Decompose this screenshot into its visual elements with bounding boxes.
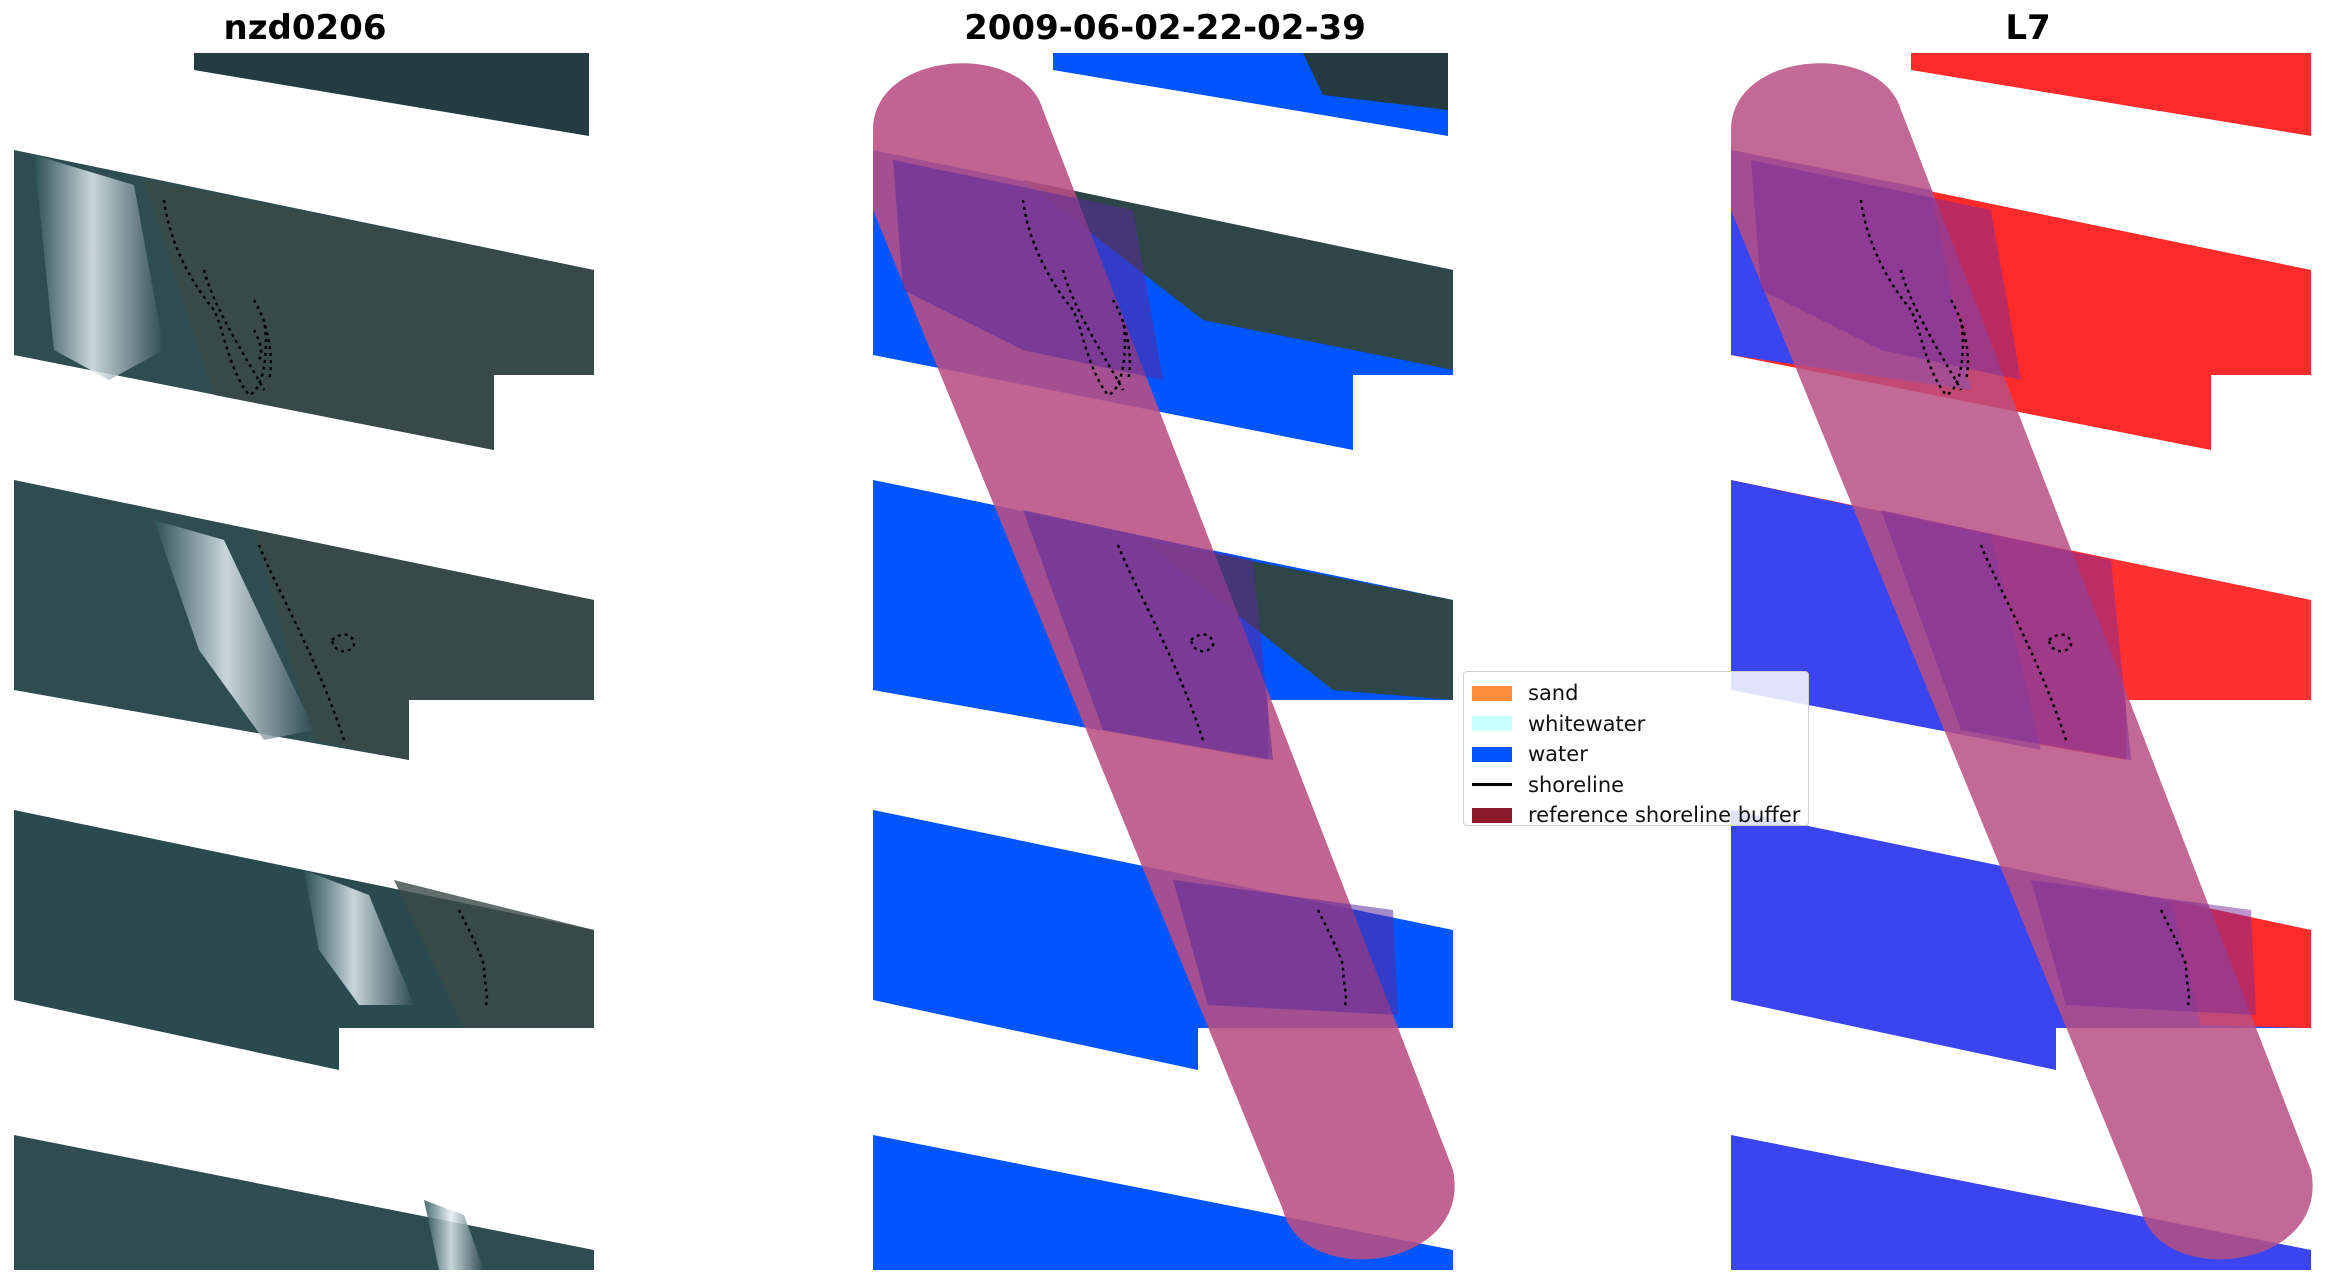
shoreline <box>2159 909 2191 1006</box>
legend-item-whitewater: whitewater <box>1472 709 1800 740</box>
shoreline <box>257 544 356 741</box>
index-strip <box>1911 53 2311 136</box>
legend-item-shoreline: shoreline <box>1472 770 1800 801</box>
buffer-overlap <box>2031 880 2256 1015</box>
legend-item-water: water <box>1472 739 1800 770</box>
legend-item-sand: sand <box>1472 678 1800 709</box>
legend-swatch-buffer <box>1472 807 1512 823</box>
legend-label: water <box>1528 742 1588 767</box>
rgb-image-panel <box>14 53 594 1270</box>
classified-panel <box>873 53 1455 1270</box>
surf-band <box>304 870 414 1005</box>
legend-item-buffer: reference shoreline buffer <box>1472 800 1800 831</box>
index-panel <box>1731 53 2313 1270</box>
surf-band <box>424 1200 484 1270</box>
legend-swatch-sand <box>1472 685 1512 701</box>
land-region <box>394 880 594 1028</box>
land-region <box>254 530 594 760</box>
shoreline <box>1316 909 1348 1006</box>
shoreline <box>1979 544 2073 741</box>
image-strip <box>14 1135 594 1270</box>
shoreline <box>457 909 489 1006</box>
legend-label: whitewater <box>1528 711 1646 736</box>
buffer-overlap <box>1881 510 2131 760</box>
shoreline <box>162 199 273 397</box>
land-region <box>144 180 594 450</box>
legend-label: shoreline <box>1528 772 1625 797</box>
legend-label: reference shoreline buffer <box>1528 803 1801 828</box>
buffer-overlap <box>1173 880 1398 1015</box>
legend-swatch-shoreline <box>1472 783 1512 787</box>
land-strip <box>1303 53 1448 110</box>
panel-title-index: L7 <box>2005 8 2051 48</box>
buffer-overlap <box>1751 160 2021 380</box>
image-strip <box>194 53 589 136</box>
legend-swatch-whitewater <box>1472 716 1512 732</box>
legend: sand whitewater water shoreline referenc… <box>1463 671 1809 827</box>
shoreline <box>1859 199 1970 397</box>
surf-band <box>154 520 314 740</box>
shoreline <box>1116 544 1215 741</box>
buffer-overlap <box>1023 510 1273 760</box>
shoreline <box>1021 199 1132 397</box>
legend-label: sand <box>1528 681 1579 706</box>
buffer-overlap <box>893 160 1163 380</box>
legend-swatch-water <box>1472 746 1512 762</box>
surf-band <box>34 155 164 380</box>
panel-title-classified: 2009-06-02-22-02-39 <box>964 8 1366 48</box>
image-strip <box>14 810 594 1070</box>
panel-title-rgb: nzd0206 <box>223 8 387 48</box>
